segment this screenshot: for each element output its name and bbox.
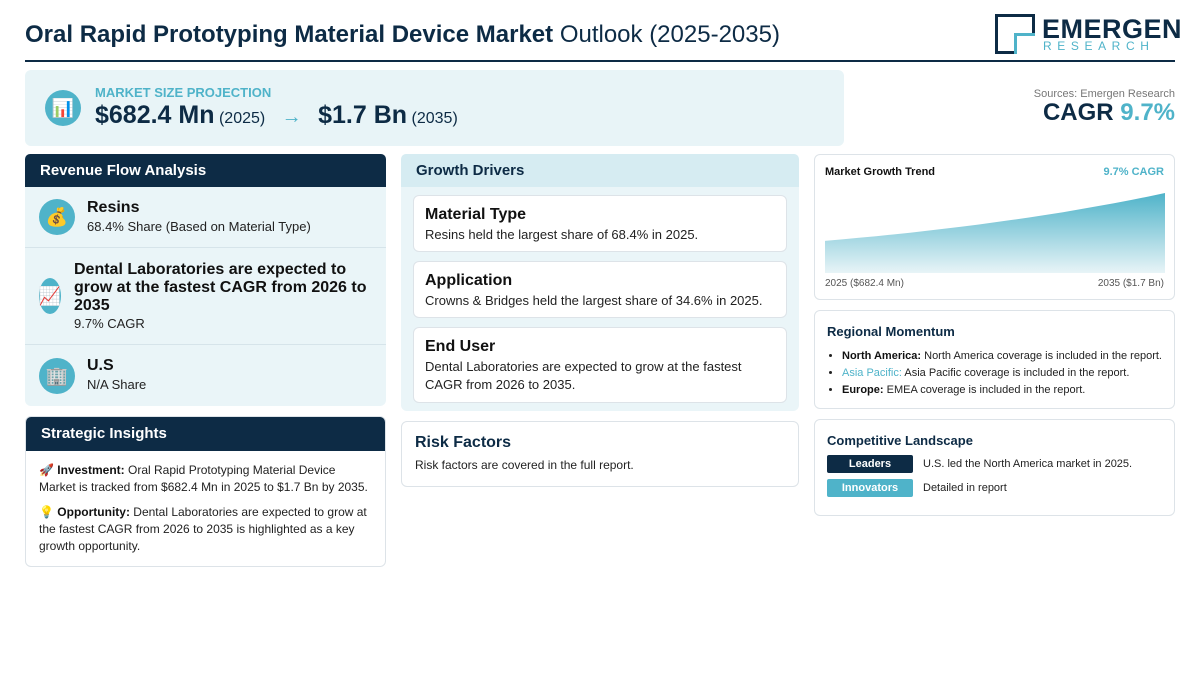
trend-end-label: 2035 ($1.7 Bn)	[1097, 278, 1164, 289]
market-size-projection: 📊 MARKET SIZE PROJECTION $682.4 Mn (2025…	[25, 70, 844, 146]
region-item: North America: North America coverage is…	[842, 348, 1172, 365]
risk-text: Risk factors are covered in the full rep…	[415, 458, 634, 472]
lightbulb-icon: 💡	[39, 505, 54, 519]
logo-mark-icon	[995, 14, 1035, 54]
risk-factors-card: Risk Factors Risk factors are covered in…	[401, 421, 799, 487]
cagr-display: CAGR 9.7%	[1043, 99, 1175, 127]
strategic-insights-card: Strategic Insights 🚀 Investment: Oral Ra…	[25, 416, 386, 567]
region-text: EMEA coverage is included in the report.	[886, 384, 1086, 396]
driver-text: Resins held the largest share of 68.4% i…	[425, 227, 699, 242]
bar-chart-icon: 📊	[45, 90, 81, 126]
driver-title: Application	[425, 272, 513, 289]
investment-text: Oral Rapid Prototyping Material Device M…	[39, 463, 368, 494]
money-bag-icon: 💰	[39, 199, 75, 235]
risk-title: Risk Factors	[415, 434, 512, 451]
emergen-logo: EMERGEN RESEARCH	[995, 14, 1182, 56]
opportunity-text: Dental Laboratories are expected to grow…	[39, 505, 367, 553]
logo-word-top: EMERGEN	[1042, 14, 1183, 44]
driver-title: Material Type	[425, 206, 527, 223]
leaders-badge: Leaders	[827, 455, 913, 473]
growth-drivers-card: Growth Drivers Material Type Resins held…	[401, 154, 799, 411]
trend-chart	[825, 193, 1165, 273]
revenue-item: 📈 Dental Laboratories are expected to gr…	[25, 248, 386, 345]
region-item: Europe: EMEA coverage is included in the…	[842, 382, 1172, 399]
opportunity-insight: 💡 Opportunity: Dental Laboratories are e…	[39, 504, 374, 555]
investment-insight: 🚀 Investment: Oral Rapid Prototyping Mat…	[39, 462, 374, 496]
revenue-item-title: U.S	[87, 357, 114, 374]
sources-note: Sources: Emergen Research	[1033, 88, 1175, 100]
region-label: Asia Pacific:	[842, 367, 902, 379]
revenue-item-sub: N/A Share	[87, 377, 147, 392]
growth-drivers-title: Growth Drivers	[401, 154, 799, 187]
cagr-label: CAGR	[1042, 99, 1114, 126]
revenue-item: 🏢 U.S N/A Share	[25, 345, 386, 406]
revenue-item-sub: 9.7% CAGR	[74, 316, 145, 331]
revenue-item-title: Dental Laboratories are expected to grow…	[74, 261, 367, 314]
report-header: Oral Rapid Prototyping Material Device M…	[25, 14, 1182, 62]
innovators-badge: Innovators	[827, 479, 913, 497]
page-title: Oral Rapid Prototyping Material Device M…	[25, 21, 780, 49]
driver-card: End User Dental Laboratories are expecte…	[413, 327, 787, 403]
end-year: (2035)	[411, 110, 458, 127]
start-year: (2025)	[218, 110, 266, 127]
region-label: North America:	[842, 350, 922, 362]
page-title-rest: Outlook (2025-2035)	[559, 21, 780, 48]
revenue-item: 💰 Resins 68.4% Share (Based on Material …	[25, 187, 386, 248]
page-title-bold: Oral Rapid Prototyping Material Device M…	[25, 21, 554, 48]
driver-card: Material Type Resins held the largest sh…	[413, 195, 787, 252]
innovators-text: Detailed in report	[923, 482, 1007, 494]
region-text: Asia Pacific coverage is included in the…	[904, 367, 1130, 379]
driver-text: Crowns & Bridges held the largest share …	[425, 293, 763, 308]
projection-label: MARKET SIZE PROJECTION	[95, 85, 272, 100]
competitive-landscape-card: Competitive Landscape Leaders U.S. led t…	[814, 419, 1175, 516]
trend-start-label: 2025 ($682.4 Mn)	[825, 278, 904, 289]
logo-word-bottom: RESEARCH	[1043, 39, 1155, 53]
strategic-insights-title: Strategic Insights	[26, 417, 385, 451]
regional-list: North America: North America coverage is…	[842, 348, 1172, 399]
opportunity-label: Opportunity:	[57, 505, 130, 519]
rocket-icon: 🚀	[39, 463, 54, 477]
start-value: $682.4 Mn	[95, 101, 215, 129]
revenue-item-sub: 68.4% Share (Based on Material Type)	[87, 219, 311, 234]
region-item: Asia Pacific: Asia Pacific coverage is i…	[842, 365, 1172, 382]
market-growth-trend-card: Market Growth Trend 9.7% CAGR 2025 ($682…	[814, 154, 1175, 300]
region-text: North America coverage is included in th…	[924, 350, 1162, 362]
region-label: Europe:	[842, 384, 884, 396]
trend-cagr: 9.7% CAGR	[1103, 166, 1164, 178]
trend-area-series	[825, 193, 1165, 273]
investment-label: Investment:	[57, 463, 125, 477]
end-value: $1.7 Bn	[318, 101, 408, 129]
driver-card: Application Crowns & Bridges held the la…	[413, 261, 787, 318]
revenue-flow-title: Revenue Flow Analysis	[25, 154, 386, 187]
projection-values: $682.4 Mn (2025) → $1.7 Bn (2035)	[95, 101, 458, 130]
leaders-text: U.S. led the North America market in 202…	[923, 458, 1133, 470]
trend-title: Market Growth Trend	[825, 166, 936, 178]
regional-momentum-card: Regional Momentum North America: North A…	[814, 310, 1175, 409]
revenue-flow-card: Revenue Flow Analysis 💰 Resins 68.4% Sha…	[25, 154, 386, 406]
regional-title: Regional Momentum	[827, 324, 955, 339]
arrow-right-icon: →	[281, 106, 302, 128]
cagr-value: 9.7%	[1120, 99, 1175, 126]
revenue-item-title: Resins	[87, 199, 140, 216]
building-icon: 🏢	[39, 358, 75, 394]
competitive-title: Competitive Landscape	[827, 433, 973, 448]
driver-text: Dental Laboratories are expected to grow…	[425, 359, 742, 392]
driver-title: End User	[425, 338, 496, 355]
trend-up-icon: 📈	[39, 278, 61, 314]
